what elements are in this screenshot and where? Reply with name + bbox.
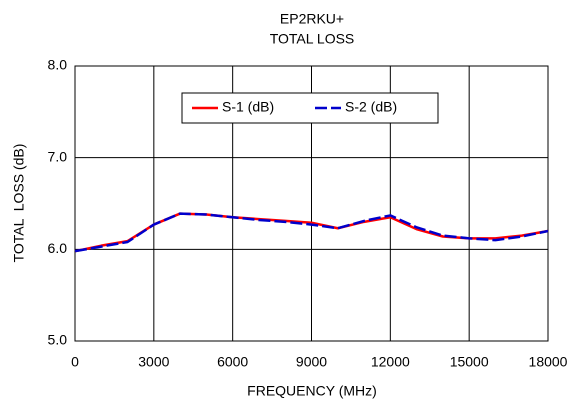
x-tick-label: 15000: [450, 354, 489, 370]
y-tick-label: 6.0: [48, 240, 68, 256]
chart-subtitle: TOTAL LOSS: [270, 31, 355, 47]
y-tick-label: 8.0: [48, 57, 68, 73]
x-tick-label: 18000: [529, 354, 568, 370]
y-axis-label: TOTAL LOSS (dB): [11, 144, 27, 263]
chart-title: EP2RKU+: [280, 11, 344, 27]
x-tick-label: 9000: [296, 354, 327, 370]
legend-label: S-1 (dB): [222, 99, 274, 115]
x-tick-label: 3000: [138, 354, 169, 370]
x-tick-label: 12000: [371, 354, 410, 370]
y-tick-label: 7.0: [48, 148, 68, 164]
x-tick-label: 6000: [217, 354, 248, 370]
legend-box: [181, 92, 439, 124]
x-axis-label: FREQUENCY (MHz): [247, 383, 377, 399]
legend-label: S-2 (dB): [345, 99, 397, 115]
x-tick-label: 0: [71, 354, 79, 370]
series-line: [74, 212, 549, 253]
y-tick-label: 5.0: [48, 332, 68, 348]
